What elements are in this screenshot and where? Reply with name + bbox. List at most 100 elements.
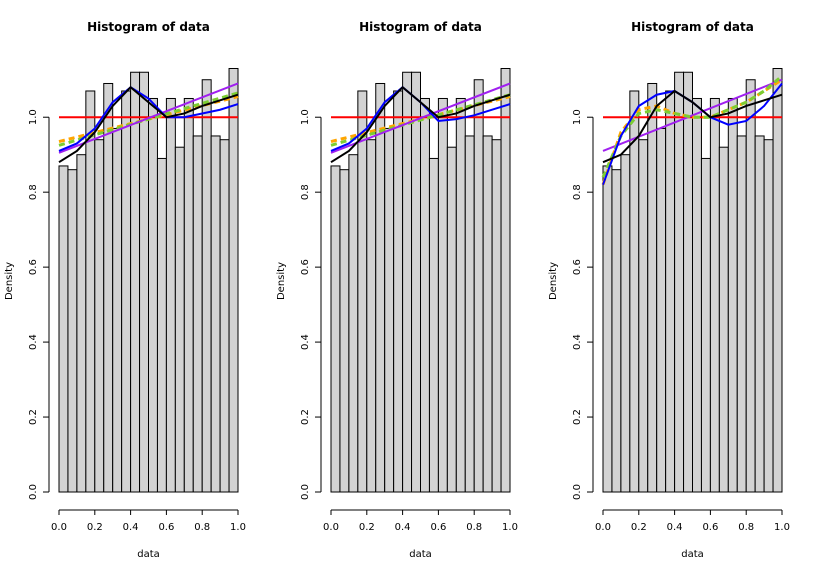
bar xyxy=(629,90,640,493)
x-tick-label: 0.6 xyxy=(430,522,446,533)
bar xyxy=(375,82,386,493)
bar xyxy=(67,169,78,493)
bar xyxy=(357,90,368,493)
bar xyxy=(754,135,765,493)
y-tick-label: 0.4 xyxy=(28,334,39,350)
x-tick-label: 1.0 xyxy=(774,522,790,533)
bar xyxy=(148,97,158,493)
y-tick-label: 0.2 xyxy=(300,409,311,425)
bar xyxy=(201,79,212,493)
bar xyxy=(647,82,658,493)
bar xyxy=(736,135,747,493)
bar xyxy=(763,139,774,493)
x-tick-label: 0.2 xyxy=(631,522,647,533)
bar xyxy=(718,146,729,493)
x-tick-label: 1.0 xyxy=(230,522,246,533)
x-tick-label: 0.4 xyxy=(123,522,139,533)
x-axis-label: data xyxy=(409,549,432,560)
x-tick-label: 0.6 xyxy=(702,522,718,533)
density-line xyxy=(602,78,783,152)
bar xyxy=(464,135,475,493)
bar xyxy=(121,90,132,493)
bar xyxy=(76,154,87,493)
x-axis-label: data xyxy=(681,549,704,560)
x-tick-label: 0.2 xyxy=(359,522,375,533)
bar xyxy=(219,139,230,493)
bar xyxy=(656,127,667,493)
x-tick-label: 0.6 xyxy=(158,522,174,533)
bar xyxy=(58,165,69,493)
density-line xyxy=(602,89,783,164)
bar xyxy=(772,67,783,493)
x-tick-label: 0.0 xyxy=(51,522,67,533)
bar xyxy=(112,127,123,493)
bar xyxy=(437,97,448,493)
bar xyxy=(156,157,167,493)
density-line xyxy=(330,85,511,164)
y-axis-label: Density xyxy=(4,262,15,300)
y-tick-label: 0.4 xyxy=(300,334,311,350)
bar xyxy=(491,139,502,493)
bar xyxy=(446,146,457,493)
bar xyxy=(692,97,702,493)
y-tick-label: 0.6 xyxy=(300,259,311,275)
bar xyxy=(139,71,150,493)
bar xyxy=(700,157,711,493)
x-tick-label: 0.8 xyxy=(466,522,482,533)
bar xyxy=(384,127,395,493)
bar xyxy=(165,97,176,493)
bar xyxy=(638,139,649,493)
bar xyxy=(683,71,693,493)
bar xyxy=(455,97,466,493)
y-tick-label: 1.0 xyxy=(28,109,39,125)
bar xyxy=(366,139,377,493)
bar xyxy=(130,71,141,493)
bar xyxy=(103,82,114,493)
x-tick-label: 0.8 xyxy=(738,522,754,533)
bar xyxy=(611,169,622,493)
y-tick-label: 0.4 xyxy=(572,334,583,350)
y-tick-label: 0.8 xyxy=(300,184,311,200)
y-tick-label: 1.0 xyxy=(300,109,311,125)
x-tick-label: 0.4 xyxy=(395,522,411,533)
density-line xyxy=(58,86,239,152)
bar xyxy=(174,146,185,493)
bar xyxy=(339,169,350,493)
bar xyxy=(665,90,676,493)
x-tick-label: 1.0 xyxy=(502,522,518,533)
bar xyxy=(602,165,613,493)
bar xyxy=(620,154,631,493)
y-tick-label: 0.2 xyxy=(28,409,39,425)
bar xyxy=(428,157,439,493)
x-tick-label: 0.4 xyxy=(667,522,683,533)
bar xyxy=(500,67,511,493)
y-tick-label: 0.6 xyxy=(572,259,583,275)
y-tick-label: 1.0 xyxy=(572,109,583,125)
bar xyxy=(482,135,493,493)
bar xyxy=(411,71,421,493)
density-line xyxy=(58,85,239,164)
bar xyxy=(674,71,685,493)
density-line xyxy=(330,82,511,154)
chart-title: Histogram of data xyxy=(359,20,482,34)
y-axis-label: Density xyxy=(548,262,559,300)
y-tick-label: 0.8 xyxy=(28,184,39,200)
bar xyxy=(85,90,96,493)
chart-title: Histogram of data xyxy=(87,20,210,34)
bar xyxy=(402,71,413,493)
y-tick-label: 0.6 xyxy=(28,259,39,275)
x-tick-label: 0.0 xyxy=(323,522,339,533)
y-tick-label: 0.0 xyxy=(300,484,311,500)
bar xyxy=(727,97,738,493)
bar xyxy=(94,139,105,493)
y-tick-label: 0.0 xyxy=(572,484,583,500)
chart-title: Histogram of data xyxy=(631,20,754,34)
bar xyxy=(745,79,756,493)
bar xyxy=(192,135,203,493)
bar xyxy=(473,79,484,493)
x-tick-label: 0.8 xyxy=(194,522,210,533)
bar xyxy=(183,97,194,493)
bar xyxy=(709,97,720,493)
bar xyxy=(210,135,221,493)
